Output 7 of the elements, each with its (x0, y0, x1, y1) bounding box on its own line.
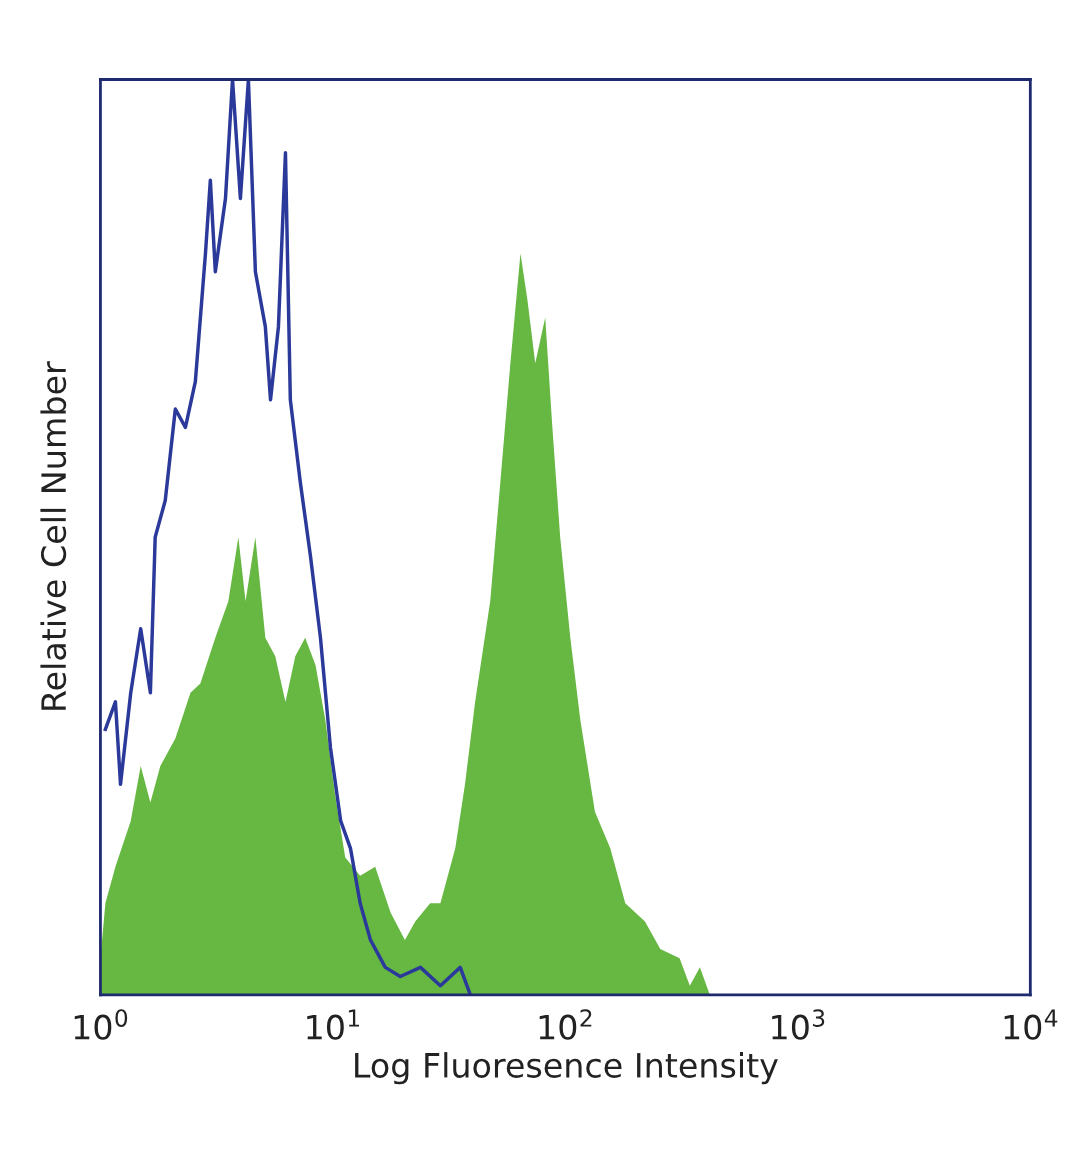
x-tick-label: 10$^{0}$ (74, 1009, 128, 1040)
x-tick-label: 10$^{4}$ (1004, 1009, 1058, 1040)
x-axis-title: Log Fluoresence Intensity (355, 1052, 778, 1085)
x-tick-label: 10$^{3}$ (772, 1009, 825, 1040)
x-tick-label: 10$^{1}$ (307, 1009, 359, 1040)
x-tick-label: 10$^{2}$ (539, 1009, 592, 1040)
y-axis-title: Relative Cell Number (40, 361, 67, 710)
